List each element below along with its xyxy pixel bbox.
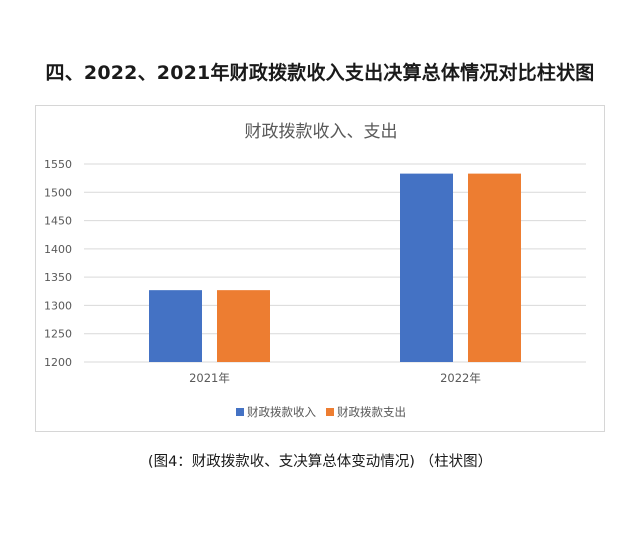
bar-expense-0 [217,290,270,362]
figure-caption: (图4：财政拨款收、支决算总体变动情况) （柱状图） [147,454,493,470]
chart-legend: 财政拨款收入 财政拨款支出 [36,404,606,420]
legend-swatch-income [236,408,244,416]
bar-income-0 [149,290,202,362]
y-tick-label-1250: 1250 [44,328,72,341]
y-tick-label-1450: 1450 [44,215,72,228]
bar-income-1 [400,173,453,362]
x-tick-label-1: 2022年 [440,371,481,385]
legend-label-expense: 财政拨款支出 [337,405,406,419]
y-tick-label-1350: 1350 [44,271,72,284]
y-tick-label-1500: 1500 [44,186,72,199]
legend-item-income: 财政拨款收入 [236,404,316,420]
legend-label-income: 财政拨款收入 [247,405,316,419]
y-tick-label-1550: 1550 [44,158,72,171]
bar-expense-1 [468,173,521,362]
chart-title: 财政拨款收入、支出 [245,122,398,142]
chart-frame: 财政拨款收入、支出 1200 1250 1300 1350 1400 1450 1500 155… [35,105,605,432]
legend-swatch-expense [326,408,334,416]
page-heading: 四、2022、2021年财政拨款收入支出决算总体情况对比柱状图 [45,62,595,84]
bar-chart: 财政拨款收入、支出 1200 1250 1300 1350 1400 1450 1500 155… [44,122,586,385]
legend-item-expense: 财政拨款支出 [326,404,406,420]
y-tick-label-1400: 1400 [44,243,72,256]
y-tick-label-1200: 1200 [44,356,72,369]
x-tick-label-0: 2021年 [189,371,230,385]
y-tick-label-1300: 1300 [44,299,72,312]
